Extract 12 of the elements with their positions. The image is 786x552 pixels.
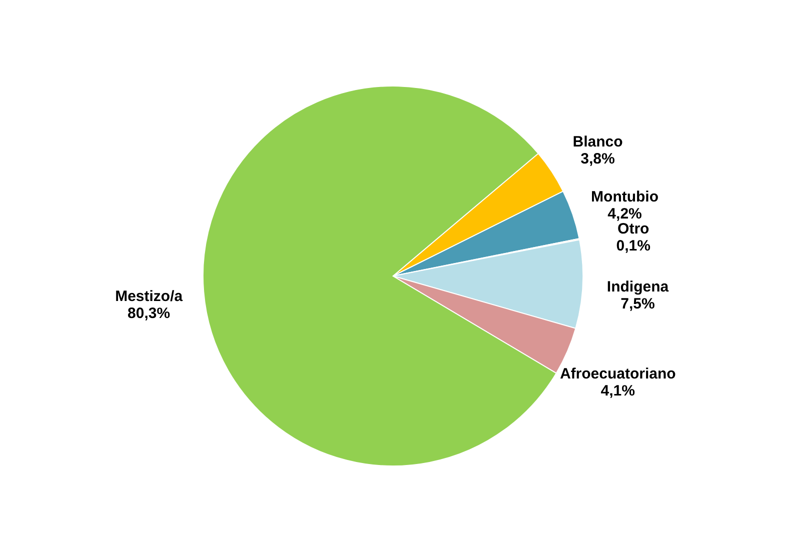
slice-label: Indigena	[606, 278, 670, 296]
slice-label: Montubio	[591, 188, 659, 206]
data-label: 80,3%	[128, 305, 170, 322]
slice-label: Blanco	[572, 133, 623, 150]
data-label: 0,1%	[616, 238, 650, 255]
slice-label: Mestizo/a	[115, 288, 184, 306]
data-label: 3,8%	[580, 150, 615, 168]
slice-label: Otro	[618, 220, 650, 238]
data-label: 4,2%	[608, 206, 642, 223]
slice-label: Afroecuatoriano	[560, 365, 676, 382]
data-label: 4,1%	[600, 382, 635, 400]
data-label: 7,5%	[620, 296, 655, 313]
